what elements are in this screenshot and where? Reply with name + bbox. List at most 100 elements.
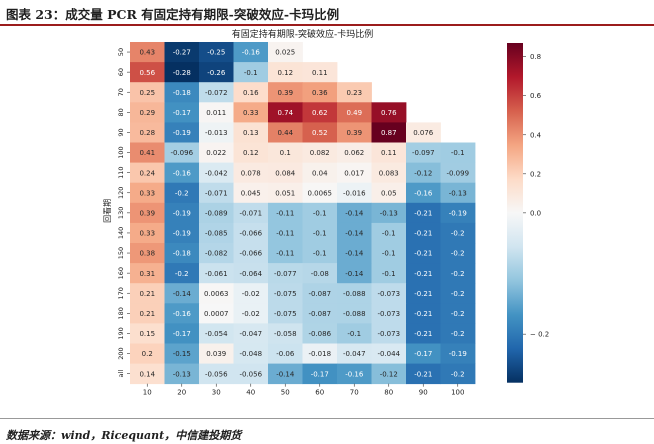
cell-value-label: -0.058 <box>274 330 297 338</box>
colorbar-tick-label: − 0.2 <box>530 331 549 339</box>
cell-value-label: -0.13 <box>449 189 467 197</box>
y-tick-label: 140 <box>117 227 125 239</box>
y-tick-label: 110 <box>117 166 125 178</box>
cell-value-label: 0.12 <box>243 149 259 157</box>
cell-value-label: 0.39 <box>277 89 293 97</box>
heatmap-cell <box>302 62 338 83</box>
heatmap-cell <box>130 42 165 63</box>
cell-value-label: 0.39 <box>346 129 362 137</box>
cell-value-label: -0.013 <box>205 129 228 137</box>
x-tick-label: 90 <box>419 389 428 397</box>
cell-value-label: 0.25 <box>139 89 155 97</box>
heatmap-cell <box>233 243 269 264</box>
heatmap-cell <box>268 303 303 324</box>
heatmap-cell <box>440 343 476 364</box>
cell-value-label: 0.04 <box>312 169 328 177</box>
heatmap-cell <box>268 202 303 224</box>
heatmap-cell <box>440 363 476 385</box>
heatmap-cell <box>406 323 441 344</box>
cell-value-label: 0.56 <box>139 69 155 77</box>
cell-value-label: 0.52 <box>312 129 328 137</box>
chart-title: 有固定持有期限-突破效应-卡玛比例 <box>232 28 374 40</box>
cell-value-label: -0.089 <box>205 209 228 217</box>
heatmap-cell <box>164 283 200 304</box>
heatmap-cell <box>371 243 407 264</box>
y-tick-label: 120 <box>117 187 125 199</box>
cell-value-label: 0.44 <box>277 129 293 137</box>
heatmap-cell <box>302 263 338 284</box>
cell-value-label: -0.17 <box>173 330 191 338</box>
heatmap-cell <box>337 142 372 163</box>
cell-value-label: -0.048 <box>239 350 262 358</box>
heatmap-cell <box>199 162 234 184</box>
cell-value-label: -0.047 <box>343 350 366 358</box>
heatmap-cell <box>406 222 441 244</box>
cell-value-label: -0.25 <box>207 49 225 57</box>
heatmap-cell <box>164 142 200 163</box>
heatmap-cell <box>233 363 269 385</box>
heatmap-cell <box>268 222 303 244</box>
cell-value-label: -0.21 <box>414 370 432 378</box>
x-tick-label: 100 <box>451 389 464 397</box>
heatmap-cell <box>130 202 165 224</box>
heatmap-cell <box>199 82 234 103</box>
cell-value-label: -0.061 <box>205 270 228 278</box>
cell-value-label: -0.2 <box>451 290 465 298</box>
heatmap-cell <box>130 283 165 304</box>
cell-value-label: -0.1 <box>347 330 361 338</box>
cell-value-label: -0.19 <box>449 209 467 217</box>
cell-value-label: -0.13 <box>173 370 191 378</box>
cell-value-label: -0.085 <box>205 230 228 238</box>
cell-value-label: -0.2 <box>451 270 465 278</box>
cell-value-label: 0.33 <box>139 189 155 197</box>
cell-value-label: -0.21 <box>414 250 432 258</box>
cell-value-label: -0.08 <box>311 270 329 278</box>
cell-value-label: -0.1 <box>313 209 327 217</box>
cell-value-label: -0.14 <box>173 290 192 298</box>
heatmap-cell <box>440 323 476 344</box>
heatmap-cell <box>130 303 165 324</box>
title-rule <box>0 24 654 26</box>
cell-value-label: -0.1 <box>244 69 258 77</box>
cell-value-label: -0.087 <box>308 310 331 318</box>
cell-value-label: 0.41 <box>139 149 155 157</box>
heatmap-cell <box>268 263 303 284</box>
heatmap-cell <box>371 263 407 284</box>
cell-value-label: 0.43 <box>139 49 155 57</box>
heatmap-cell <box>268 102 303 123</box>
heatmap-cell <box>302 202 338 224</box>
cell-value-label: -0.066 <box>239 230 262 238</box>
heatmap-cell <box>337 182 372 204</box>
heatmap-cell <box>337 122 372 143</box>
heatmap-cell <box>268 142 303 163</box>
y-tick-label: 160 <box>117 267 125 279</box>
heatmap-cell <box>406 243 441 264</box>
heatmap-cell <box>164 162 200 184</box>
x-tick-label: 30 <box>212 389 221 397</box>
cell-value-label: -0.047 <box>239 330 262 338</box>
cell-value-label: 0.062 <box>344 149 364 157</box>
heatmap-cell <box>164 182 200 204</box>
heatmap-cell <box>406 122 441 143</box>
cell-value-label: -0.21 <box>414 230 432 238</box>
y-tick-label: 50 <box>117 48 125 56</box>
cell-value-label: -0.14 <box>345 209 364 217</box>
cell-value-label: 0.05 <box>381 189 397 197</box>
cell-value-label: -0.018 <box>308 350 331 358</box>
heatmap-cell <box>337 202 372 224</box>
cell-value-label: -0.19 <box>173 129 191 137</box>
cell-value-label: -0.066 <box>239 250 262 258</box>
cell-value-label: 0.76 <box>381 109 397 117</box>
heatmap-cell <box>406 142 441 163</box>
cell-value-label: 0.084 <box>275 169 296 177</box>
heatmap-cell <box>199 102 234 123</box>
cell-value-label: -0.1 <box>382 230 396 238</box>
cell-value-label: -0.19 <box>173 230 191 238</box>
colorbar-tick-label: 0.6 <box>530 92 542 100</box>
cell-value-label: -0.016 <box>343 189 366 197</box>
cell-value-label: -0.18 <box>173 250 191 258</box>
cell-value-label: 0.49 <box>346 109 362 117</box>
y-tick-label: 60 <box>117 68 125 76</box>
cell-value-label: -0.1 <box>313 230 327 238</box>
heatmap-cell <box>406 303 441 324</box>
